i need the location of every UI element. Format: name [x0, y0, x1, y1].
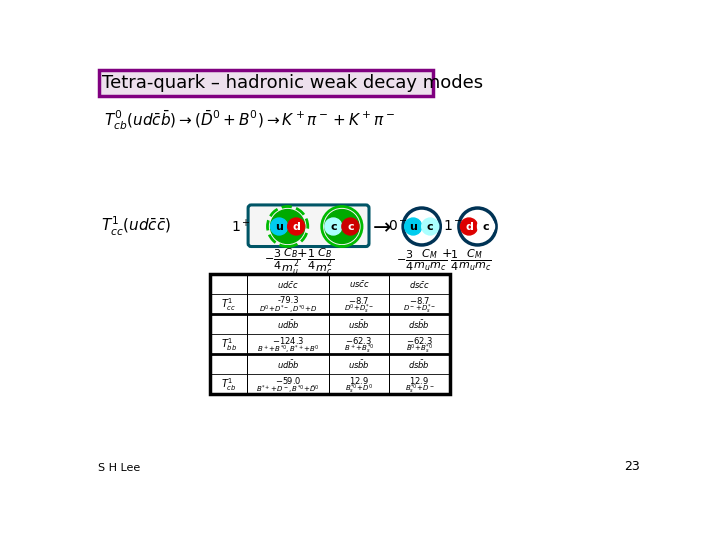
Text: $B^{*+}\!+\!D^-, B^{*0}\!+\!\bar{D}^0$: $B^{*+}\!+\!D^-, B^{*0}\!+\!\bar{D}^0$ [256, 383, 320, 396]
Text: $us\bar{c}c$: $us\bar{c}c$ [348, 279, 369, 289]
Text: d: d [465, 221, 473, 232]
Text: $\dfrac{1}{4}\dfrac{C_M}{m_u m_c}$: $\dfrac{1}{4}\dfrac{C_M}{m_u m_c}$ [450, 247, 492, 273]
Text: $1^+$: $1^+$ [231, 218, 251, 235]
Text: $-124.3$: $-124.3$ [272, 335, 304, 346]
Text: c: c [347, 221, 354, 232]
Text: u: u [275, 221, 283, 232]
Text: $\dfrac{1}{4}\dfrac{C_B}{m_c^2}$: $\dfrac{1}{4}\dfrac{C_B}{m_c^2}$ [307, 247, 335, 278]
Text: $D^0\!+\!D^{*-}, D^{*0}\!+\!D$: $D^0\!+\!D^{*-}, D^{*0}\!+\!D$ [258, 303, 318, 316]
Text: $T^0_{cb}(ud\bar{c}\bar{b}) \rightarrow (\bar{D}^0 + B^0) \rightarrow K^+\pi^- +: $T^0_{cb}(ud\bar{c}\bar{b}) \rightarrow … [104, 109, 395, 132]
Text: $us\bar{b}b$: $us\bar{b}b$ [348, 358, 370, 371]
Text: $D^-\!+\!D^{*-}_s$: $D^-\!+\!D^{*-}_s$ [402, 303, 436, 316]
Text: -79.3: -79.3 [277, 296, 299, 305]
Circle shape [461, 218, 477, 235]
Text: d: d [292, 221, 300, 232]
Text: $B^{*0}_s\!+\!D^-$: $B^{*0}_s\!+\!D^-$ [405, 383, 434, 396]
Text: $-59.0$: $-59.0$ [275, 375, 301, 386]
Circle shape [405, 218, 422, 235]
Text: $+$: $+$ [441, 247, 452, 260]
Text: Tetra-quark – hadronic weak decay modes: Tetra-quark – hadronic weak decay modes [102, 75, 484, 92]
Text: $us\bar{b}b$: $us\bar{b}b$ [348, 318, 370, 330]
Text: $T^1_{cb}$: $T^1_{cb}$ [221, 376, 237, 393]
Text: $-62.3$: $-62.3$ [346, 335, 372, 346]
Text: $12.9$: $12.9$ [349, 375, 369, 386]
Circle shape [271, 210, 305, 244]
Text: $\rightarrow$: $\rightarrow$ [368, 217, 392, 237]
Text: $B^+\!+\!B^{*0}_s$: $B^+\!+\!B^{*0}_s$ [343, 343, 374, 356]
Text: c: c [330, 221, 337, 232]
Circle shape [477, 218, 495, 235]
FancyBboxPatch shape [99, 70, 433, 96]
Text: $+$: $+$ [296, 247, 307, 260]
Text: $0^-$: $0^-$ [389, 219, 408, 233]
Text: $-62.3$: $-62.3$ [406, 335, 433, 346]
Text: $B^+\!+\!B^{*0}, B^{*+}\!+\!B^0$: $B^+\!+\!B^{*0}, B^{*+}\!+\!B^0$ [256, 343, 320, 356]
Text: $T^1_{bb}$: $T^1_{bb}$ [220, 336, 237, 353]
Text: 23: 23 [624, 460, 640, 473]
Circle shape [342, 218, 359, 235]
Bar [210, 274, 449, 394]
Text: $1^-$: $1^-$ [443, 219, 463, 233]
Circle shape [422, 218, 438, 235]
Text: $-\dfrac{3}{4}\dfrac{C_B}{m_u^2}$: $-\dfrac{3}{4}\dfrac{C_B}{m_u^2}$ [264, 247, 300, 278]
FancyBboxPatch shape [248, 205, 369, 247]
Text: c: c [427, 221, 433, 232]
Circle shape [271, 218, 287, 235]
Text: $ds\bar{b}b$: $ds\bar{b}b$ [408, 358, 431, 371]
Text: $ud\bar{b}b$: $ud\bar{b}b$ [276, 358, 300, 371]
Text: $T^1_{cc}(ud\bar{c}\bar{c})$: $T^1_{cc}(ud\bar{c}\bar{c})$ [101, 215, 171, 238]
Text: $ud\bar{c}c$: $ud\bar{c}c$ [277, 279, 299, 290]
Text: $-8.7$: $-8.7$ [409, 295, 430, 306]
Circle shape [325, 210, 359, 244]
Text: c: c [482, 221, 490, 232]
Circle shape [325, 218, 342, 235]
Text: u: u [409, 221, 417, 232]
Text: $ud\bar{b}b$: $ud\bar{b}b$ [276, 318, 300, 330]
Text: S H Lee: S H Lee [98, 463, 140, 473]
Text: $\bar{B}^0\!+\!B^{*0}_s$: $\bar{B}^0\!+\!B^{*0}_s$ [406, 343, 433, 356]
Text: $-8.7$: $-8.7$ [348, 295, 369, 306]
Text: $ds\bar{c}c$: $ds\bar{c}c$ [409, 279, 430, 290]
Text: $T^1_{cc}$: $T^1_{cc}$ [221, 296, 236, 313]
Text: $D^0\!+\!D^{*-}_s$: $D^0\!+\!D^{*-}_s$ [343, 303, 374, 316]
Text: $-\dfrac{3}{4}\dfrac{C_M}{m_u m_c}$: $-\dfrac{3}{4}\dfrac{C_M}{m_u m_c}$ [396, 247, 447, 273]
Text: $12.9$: $12.9$ [410, 375, 429, 386]
Text: $ds\bar{b}b$: $ds\bar{b}b$ [408, 318, 431, 330]
Text: $B^{*0}_s\!+\!D^0$: $B^{*0}_s\!+\!D^0$ [345, 383, 373, 396]
Circle shape [287, 218, 305, 235]
